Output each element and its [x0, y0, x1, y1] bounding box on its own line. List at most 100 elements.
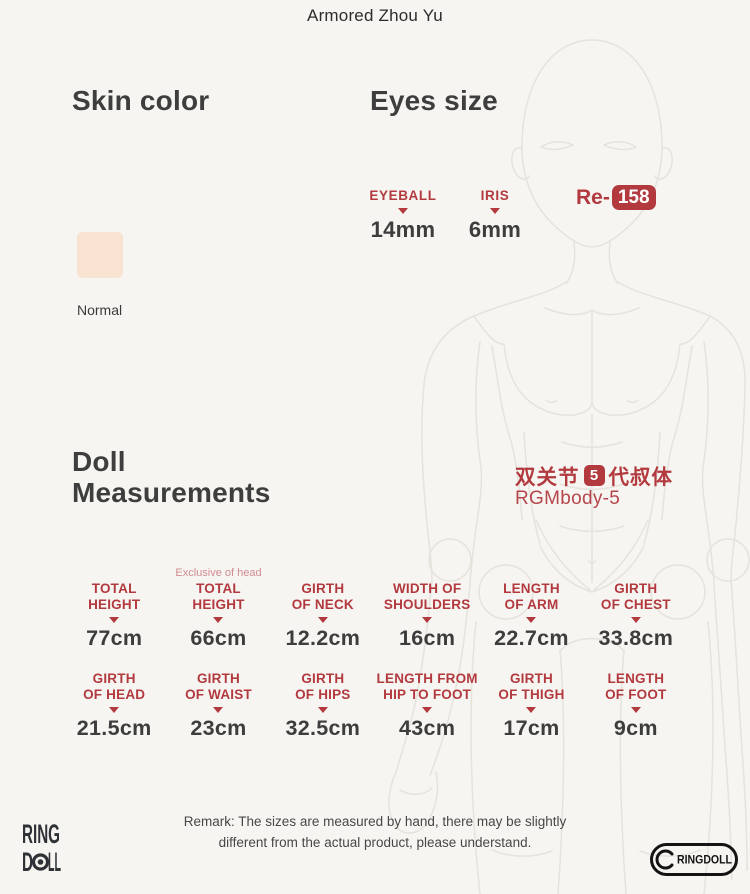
doll-measurements-heading: Doll Measurements — [72, 446, 270, 508]
eyeball-value: 14mm — [370, 217, 436, 242]
down-triangle-icon — [398, 208, 408, 214]
measurements-row: GIRTH OF HEAD 21.5cm GIRTH OF WAIST 23cm GIR… — [62, 656, 688, 741]
eyes-size-heading: Eyes size — [370, 85, 498, 116]
measurement-label-line: GIRTH — [614, 581, 658, 596]
measurement-label-line: SHOULDERS — [383, 597, 471, 612]
body-generation-prefix: 双关节 — [515, 466, 580, 489]
measurement-label: LENGTH OF ARM — [479, 581, 583, 613]
measurement-label-line: HEIGHT — [192, 597, 245, 612]
measurement-label-line: GIRTH — [301, 671, 345, 686]
measurement-cell-girth-of-hips: GIRTH OF HIPS 32.5cm — [271, 656, 375, 741]
measurement-label: TOTAL HEIGHT — [62, 581, 166, 613]
measurement-value: 12.2cm — [285, 626, 361, 650]
measurement-label-line: HEIGHT — [88, 597, 141, 612]
measurement-label-line: OF NECK — [291, 597, 354, 612]
measurement-cell-length-of-foot: LENGTH OF FOOT 9cm — [584, 656, 688, 741]
measurement-label: TOTAL HEIGHT — [166, 581, 270, 613]
measurement-cell-total-height-excl-head: Exclusive of head TOTAL HEIGHT 66cm — [166, 566, 270, 651]
measurement-label-line: TOTAL — [196, 581, 241, 596]
remark-line1: Remark: The sizes are measured by hand, … — [183, 814, 567, 829]
eyeball-label: EYEBALL — [369, 188, 437, 203]
measurement-label: GIRTH OF CHEST — [584, 581, 688, 613]
stamp-text: RINGDOLL — [677, 855, 732, 867]
ringdoll-logo-ring-text: RING — [22, 819, 60, 849]
eye-specs: EYEBALL 14mm IRIS 6mm Re- 158 — [362, 185, 656, 243]
measurement-cell-width-of-shoulders: WIDTH OF SHOULDERS 16cm — [375, 566, 479, 651]
ring-icon — [655, 849, 674, 870]
body-generation-label: 双关节 5 代叔体 — [515, 460, 673, 490]
skin-swatch-normal — [77, 232, 123, 278]
measurement-value: 43cm — [399, 716, 456, 740]
down-triangle-icon — [109, 617, 120, 623]
ringdoll-stamp-logo: RINGDOLL — [650, 843, 738, 876]
measurement-cell-length-of-arm: LENGTH OF ARM 22.7cm — [479, 566, 583, 651]
down-triangle-icon — [526, 707, 537, 713]
measurement-value: 9cm — [613, 716, 658, 740]
measurement-label: GIRTH OF HEAD — [62, 671, 166, 703]
generation-number-badge: 5 — [583, 464, 605, 486]
measurement-value: 66cm — [190, 626, 247, 650]
measurement-note — [584, 566, 688, 581]
measurement-label-line: OF THIGH — [498, 687, 565, 702]
measurement-cell-girth-of-waist: GIRTH OF WAIST 23cm — [166, 656, 270, 741]
measurement-label-line: GIRTH — [301, 581, 345, 596]
eye-ref-prefix: Re- — [576, 185, 610, 209]
measurements-table: TOTAL HEIGHT 77cm Exclusive of head TOTAL HE… — [62, 566, 688, 741]
measurement-label: LENGTH FROM HIP TO FOOT — [375, 671, 479, 703]
measurement-label-line: OF FOOT — [605, 687, 667, 702]
measurement-label: GIRTH OF HIPS — [271, 671, 375, 703]
measurement-note — [62, 566, 166, 581]
body-code: RGMbody-5 — [515, 488, 621, 509]
body-generation-suffix: 代叔体 — [608, 466, 673, 489]
measurement-label-line: GIRTH — [196, 671, 240, 686]
measurement-label-line: OF WAIST — [185, 687, 252, 702]
measurement-cell-length-from-hip-to-foot: LENGTH FROM HIP TO FOOT 43cm — [375, 656, 479, 741]
down-triangle-icon — [630, 707, 641, 713]
measurement-note: Exclusive of head — [175, 567, 262, 579]
measurement-value: 16cm — [399, 626, 456, 650]
skin-swatch-label: Normal — [77, 302, 123, 318]
page-title: Armored Zhou Yu — [307, 6, 443, 25]
measurement-label: WIDTH OF SHOULDERS — [375, 581, 479, 613]
measurement-value: 23cm — [190, 716, 247, 740]
measurement-note — [62, 656, 166, 671]
measurement-label-line: OF CHEST — [600, 597, 671, 612]
ringdoll-logo-ll-text: LL — [48, 847, 61, 877]
measurement-value: 33.8cm — [598, 626, 674, 650]
measurement-note — [479, 656, 583, 671]
iris-spec: IRIS 6mm — [454, 188, 536, 243]
measurement-label: GIRTH OF NECK — [271, 581, 375, 613]
down-triangle-icon — [109, 707, 120, 713]
measurement-note — [271, 656, 375, 671]
measurement-note — [271, 566, 375, 581]
measurement-label: LENGTH OF FOOT — [584, 671, 688, 703]
measurement-label-line: OF ARM — [504, 597, 559, 612]
ringdoll-logo-d-text: D — [22, 847, 33, 877]
measurement-note — [166, 656, 270, 671]
measurement-cell-girth-of-chest: GIRTH OF CHEST 33.8cm — [584, 566, 688, 651]
down-triangle-icon — [490, 208, 500, 214]
measurement-label: GIRTH OF WAIST — [166, 671, 270, 703]
ring-o-dot-icon — [37, 859, 44, 865]
remark-text: Remark: The sizes are measured by hand, … — [0, 811, 750, 853]
measurement-label-line: WIDTH OF — [392, 581, 462, 596]
measurement-label-line: TOTAL — [91, 581, 137, 596]
measurement-label-line: LENGTH — [607, 671, 665, 686]
down-triangle-icon — [317, 617, 328, 623]
stamp-outline — [650, 843, 738, 876]
down-triangle-icon — [422, 617, 433, 623]
ringdoll-logo: RING D LL — [22, 819, 61, 877]
measurement-note — [584, 656, 688, 671]
remark-line2: different from the actual product, pleas… — [218, 835, 532, 850]
iris-label: IRIS — [480, 188, 510, 203]
down-triangle-icon — [317, 707, 328, 713]
down-triangle-icon — [526, 617, 537, 623]
measurements-row: TOTAL HEIGHT 77cm Exclusive of head TOTAL HE… — [62, 566, 688, 651]
measurement-cell-total-height: TOTAL HEIGHT 77cm — [62, 566, 166, 651]
measurement-cell-girth-of-neck: GIRTH OF NECK 12.2cm — [271, 566, 375, 651]
measurement-value: 22.7cm — [494, 626, 569, 650]
measurement-label-line: OF HEAD — [83, 687, 146, 702]
measurement-label-line: LENGTH FROM — [376, 671, 478, 686]
measurement-label-line: OF HIPS — [295, 687, 351, 702]
